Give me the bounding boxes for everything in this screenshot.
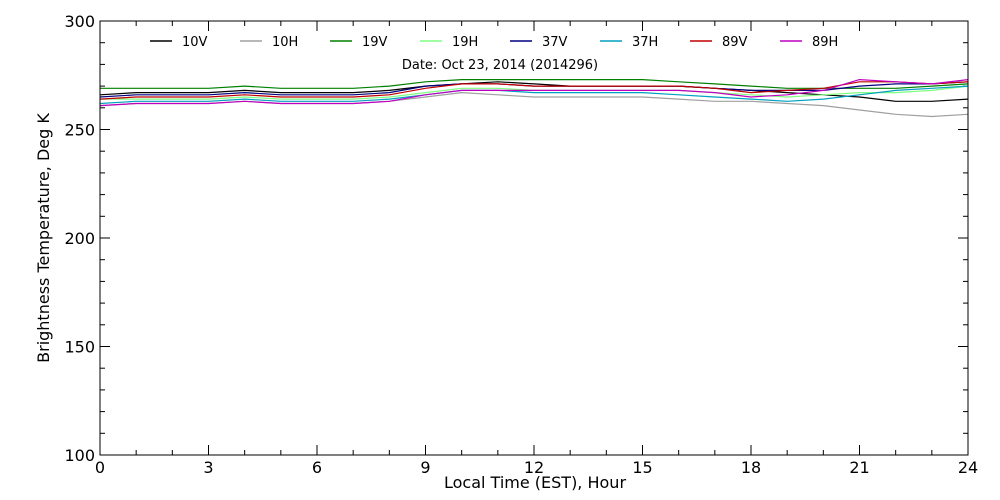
x-tick-label: 0 <box>95 458 105 477</box>
legend-item-89h: 89H <box>780 35 838 50</box>
legend-label: 19H <box>452 35 478 50</box>
legend: 10V 10H 19V 19H 37V 37H 89V 89H <box>150 35 838 50</box>
minor-ticks <box>100 21 968 455</box>
legend-item-37h: 37H <box>600 35 658 50</box>
legend-label: 19V <box>362 35 388 50</box>
y-tick-label: 150 <box>64 338 95 357</box>
x-tick-label: 15 <box>632 458 652 477</box>
legend-label: 37V <box>542 35 568 50</box>
y-axis-title: Brightness Temperature, Deg K <box>34 113 53 363</box>
series-lines <box>99 78 969 118</box>
x-tick-label: 18 <box>741 458 761 477</box>
legend-item-19v: 19V <box>330 35 388 50</box>
y-tick-label: 300 <box>64 12 95 31</box>
x-tick-label: 21 <box>849 458 869 477</box>
legend-label: 10V <box>182 35 208 50</box>
x-tick-labels: 0 3 6 9 12 15 18 21 24 <box>95 458 978 477</box>
x-tick-label: 6 <box>312 458 322 477</box>
legend-item-89v: 89V <box>690 35 748 50</box>
legend-item-37v: 37V <box>510 35 568 50</box>
series-line-89v <box>99 81 969 100</box>
legend-item-10v: 10V <box>150 35 208 50</box>
legend-label: 37H <box>632 35 658 50</box>
y-tick-label: 250 <box>64 121 95 140</box>
y-tick-label: 100 <box>64 446 95 465</box>
date-annotation: Date: Oct 23, 2014 (2014296) <box>402 58 598 73</box>
legend-item-10h: 10H <box>240 35 298 50</box>
x-axis-title: Local Time (EST), Hour <box>444 473 626 492</box>
x-tick-label: 3 <box>203 458 213 477</box>
series-line-37h <box>99 85 969 105</box>
x-tick-label: 9 <box>420 458 430 477</box>
legend-label: 10H <box>272 35 298 50</box>
y-tick-labels: 100 150 200 250 300 <box>64 12 95 465</box>
x-tick-label: 12 <box>524 458 544 477</box>
y-tick-label: 200 <box>64 229 95 248</box>
series-line-89h <box>99 78 969 107</box>
plot-frame <box>99 20 969 456</box>
legend-label: 89H <box>812 35 838 50</box>
legend-label: 89V <box>722 35 748 50</box>
legend-item-19h: 19H <box>420 35 478 50</box>
x-tick-label: 24 <box>958 458 978 477</box>
